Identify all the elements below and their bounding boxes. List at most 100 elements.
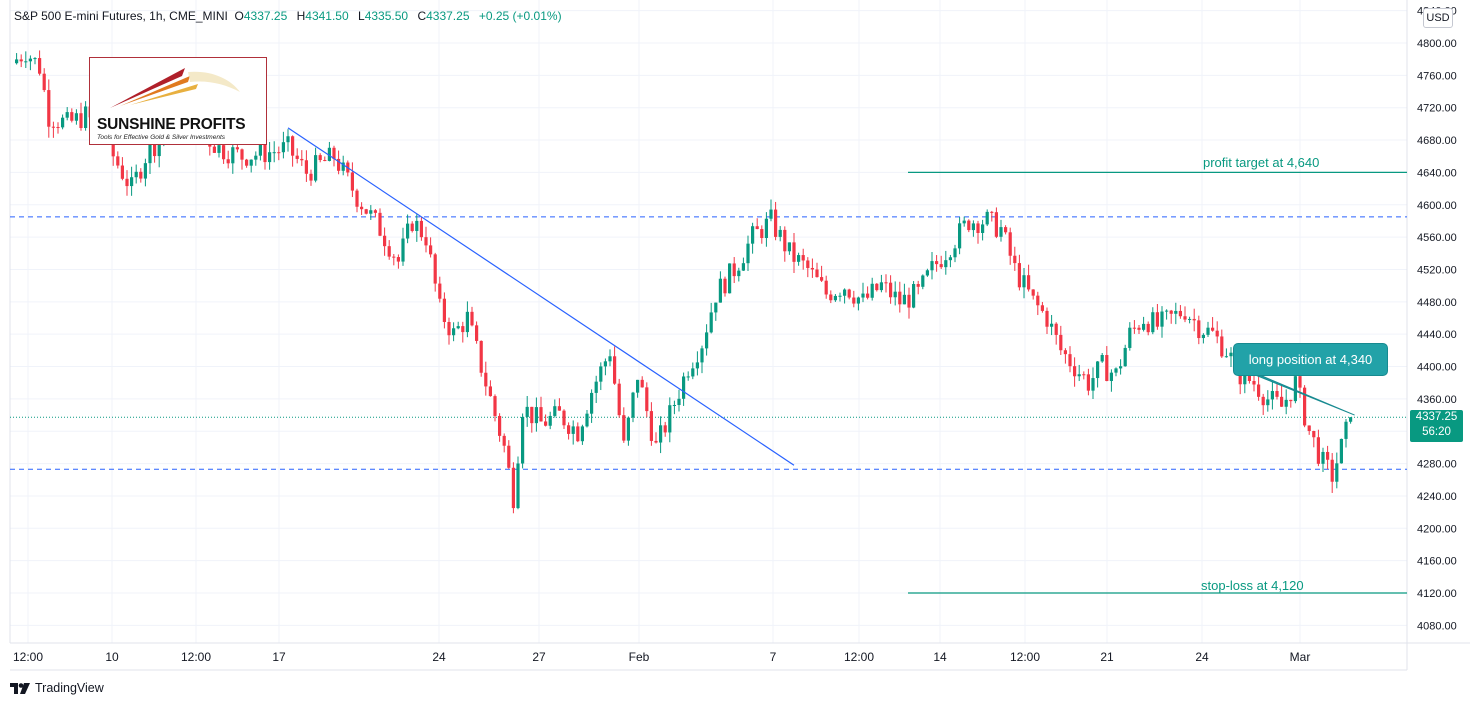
candle-body [953, 248, 957, 258]
candle-body [617, 383, 621, 416]
candle-body [548, 415, 552, 426]
candle-body [682, 376, 686, 399]
candle-body [594, 381, 598, 393]
candle-body [1017, 263, 1021, 288]
candle-body [884, 282, 888, 284]
candle-body [258, 143, 262, 156]
candle-body [1266, 399, 1270, 406]
candle-body [695, 362, 699, 369]
candle-body [737, 270, 741, 277]
candle-body [364, 209, 368, 214]
y-tick-label: 4720.00 [1417, 103, 1457, 115]
candle-body [838, 295, 842, 297]
candle-body [1137, 327, 1141, 330]
candle-body [249, 159, 253, 166]
candle-body [1192, 318, 1196, 321]
candle-body [286, 136, 290, 143]
candle-body [28, 58, 32, 62]
candle-body [1169, 310, 1173, 314]
candle-body [893, 291, 897, 298]
candle-body [1045, 310, 1049, 327]
candle-body [1257, 384, 1261, 397]
candle-body [732, 263, 736, 277]
candle-body [332, 147, 336, 159]
candle-body [433, 254, 437, 284]
candle-body [337, 158, 341, 171]
candle-body [820, 277, 824, 281]
candle-body [1201, 334, 1205, 339]
x-tick-label: Mar [1290, 650, 1311, 664]
candle-body [442, 298, 446, 322]
candle-body [1220, 336, 1224, 357]
candle-body [1316, 437, 1320, 464]
candle-body [769, 209, 773, 219]
candle-body [79, 113, 83, 129]
candle-body [824, 280, 828, 295]
candle-body [401, 238, 405, 262]
candle-body [755, 226, 759, 230]
candle-body [415, 220, 419, 231]
bar-countdown: 56:20 [1422, 426, 1451, 438]
candle-body [493, 396, 497, 416]
candle-body [70, 112, 74, 121]
candle-body [870, 283, 874, 298]
x-tick-label: 12:00 [181, 650, 211, 664]
tradingview-brand[interactable]: TradingView [10, 681, 104, 695]
candle-body [1096, 361, 1100, 379]
long-position-callout[interactable]: long position at 4,340 [1233, 343, 1388, 376]
candle-body [958, 223, 962, 249]
candle-body [1077, 374, 1081, 377]
candle-body [718, 278, 722, 303]
candle-body [948, 257, 952, 261]
candle-body [1109, 372, 1113, 381]
candle-body [981, 224, 985, 233]
y-tick-label: 4200.00 [1417, 523, 1457, 535]
x-tick-label: 12:00 [13, 650, 43, 664]
candle-body [479, 340, 483, 373]
candle-body [406, 223, 410, 239]
candle-body [677, 398, 681, 406]
candle-body [640, 379, 644, 388]
candle-body [263, 143, 267, 163]
candle-body [1349, 417, 1353, 422]
candle-body [1031, 289, 1035, 296]
x-tick-label: 17 [272, 650, 286, 664]
candle-body [61, 117, 65, 128]
change-value: +0.25 (+0.01%) [478, 9, 562, 23]
y-tick-label: 4280.00 [1417, 459, 1457, 471]
candle-body [235, 147, 239, 150]
candle-body [383, 235, 387, 247]
candle-body [438, 283, 442, 299]
y-tick-label: 4240.00 [1417, 491, 1457, 503]
candle-body [1142, 323, 1146, 330]
candle-body [879, 282, 883, 291]
candle-body [1160, 311, 1164, 327]
currency-button[interactable]: USD [1423, 8, 1453, 28]
candle-body [599, 366, 603, 382]
candle-body [1100, 355, 1104, 362]
candle-body [355, 190, 359, 207]
candle-body [396, 257, 400, 262]
candle-body [277, 152, 281, 154]
candle-body [728, 263, 732, 294]
candle-body [461, 326, 465, 333]
candle-body [921, 275, 925, 287]
candle-body [1073, 366, 1077, 377]
stop-loss-label: stop-loss at 4,120 [1201, 578, 1304, 593]
candle-body [268, 152, 272, 163]
candle-body [985, 211, 989, 225]
candle-body [410, 223, 414, 231]
candle-body [567, 425, 571, 434]
candle-body [51, 126, 55, 128]
symbol-name: S&P 500 E-mini Futures, 1h, CME_MINI [14, 9, 228, 23]
candle-body [866, 293, 870, 298]
tradingview-logo-icon [10, 682, 30, 694]
candle-body [507, 445, 511, 468]
candle-body [705, 332, 709, 349]
candle-body [465, 311, 469, 333]
candle-body [153, 144, 157, 157]
candle-body [1215, 330, 1219, 337]
candle-body [1105, 355, 1109, 381]
candle-body [488, 386, 492, 397]
profit-target-label: profit target at 4,640 [1203, 155, 1320, 170]
